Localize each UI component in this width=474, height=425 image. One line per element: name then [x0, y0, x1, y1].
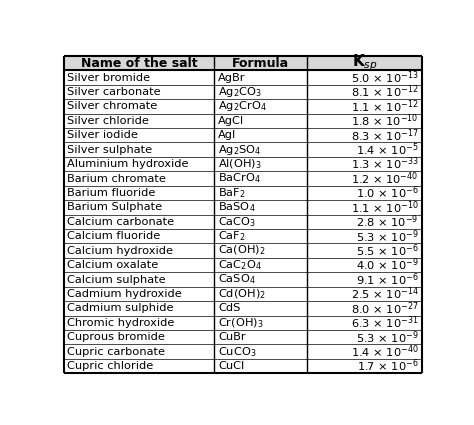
Bar	[64, 56, 422, 70]
Text: CuBr: CuBr	[218, 332, 246, 342]
Text: 8.3 $\times$ 10$^{-17}$: 8.3 $\times$ 10$^{-17}$	[351, 127, 419, 144]
Text: Calcium hydroxide: Calcium hydroxide	[67, 246, 173, 256]
Text: Name of the salt: Name of the salt	[81, 57, 197, 70]
Text: AgBr: AgBr	[218, 73, 246, 82]
Text: CuCO$_3$: CuCO$_3$	[218, 345, 256, 359]
Text: Cr(OH)$_3$: Cr(OH)$_3$	[218, 316, 264, 330]
Text: Formula: Formula	[232, 57, 290, 70]
Text: 2.5 $\times$ 10$^{-14}$: 2.5 $\times$ 10$^{-14}$	[351, 286, 419, 302]
Text: Silver iodide: Silver iodide	[67, 130, 138, 140]
Text: Barium chromate: Barium chromate	[67, 173, 166, 184]
Text: 1.4 $\times$ 10$^{-40}$: 1.4 $\times$ 10$^{-40}$	[351, 343, 419, 360]
Text: Cupric carbonate: Cupric carbonate	[67, 347, 165, 357]
Text: 5.3 $\times$ 10$^{-9}$: 5.3 $\times$ 10$^{-9}$	[356, 228, 419, 244]
Text: 8.0 $\times$ 10$^{-27}$: 8.0 $\times$ 10$^{-27}$	[351, 300, 419, 317]
Text: Ca(OH)$_2$: Ca(OH)$_2$	[218, 244, 265, 258]
Text: Silver sulphate: Silver sulphate	[67, 144, 153, 155]
Text: Cadmium sulphide: Cadmium sulphide	[67, 303, 174, 313]
Text: 4.0 $\times$ 10$^{-9}$: 4.0 $\times$ 10$^{-9}$	[356, 257, 419, 273]
Text: Chromic hydroxide: Chromic hydroxide	[67, 318, 175, 328]
Text: 8.1 $\times$ 10$^{-12}$: 8.1 $\times$ 10$^{-12}$	[351, 84, 419, 100]
Text: Silver chromate: Silver chromate	[67, 102, 157, 111]
Text: CaF$_2$: CaF$_2$	[218, 230, 246, 243]
Text: 1.1 $\times$ 10$^{-12}$: 1.1 $\times$ 10$^{-12}$	[351, 98, 419, 115]
Text: Silver bromide: Silver bromide	[67, 73, 150, 82]
Text: Silver carbonate: Silver carbonate	[67, 87, 161, 97]
Text: 9.1 $\times$ 10$^{-6}$: 9.1 $\times$ 10$^{-6}$	[356, 271, 419, 288]
Text: 5.5 $\times$ 10$^{-6}$: 5.5 $\times$ 10$^{-6}$	[356, 242, 419, 259]
Text: 6.3 $\times$ 10$^{-31}$: 6.3 $\times$ 10$^{-31}$	[351, 314, 419, 331]
Text: Calcium sulphate: Calcium sulphate	[67, 275, 166, 285]
Text: CuCl: CuCl	[218, 361, 244, 371]
Text: Cd(OH)$_2$: Cd(OH)$_2$	[218, 287, 266, 301]
Text: Cupric chloride: Cupric chloride	[67, 361, 154, 371]
Text: BaCrO$_4$: BaCrO$_4$	[218, 172, 261, 185]
Text: Ag$_2$CO$_3$: Ag$_2$CO$_3$	[218, 85, 262, 99]
Text: AgI: AgI	[218, 130, 237, 140]
Text: 2.8 $\times$ 10$^{-9}$: 2.8 $\times$ 10$^{-9}$	[356, 213, 419, 230]
Text: AgCl: AgCl	[218, 116, 244, 126]
Text: BaF$_2$: BaF$_2$	[218, 186, 246, 200]
Text: Cuprous bromide: Cuprous bromide	[67, 332, 165, 342]
Text: Barium fluoride: Barium fluoride	[67, 188, 155, 198]
Text: 1.7 $\times$ 10$^{-6}$: 1.7 $\times$ 10$^{-6}$	[357, 358, 419, 374]
Text: Barium Sulphate: Barium Sulphate	[67, 202, 163, 212]
Text: 1.0 $\times$ 10$^{-6}$: 1.0 $\times$ 10$^{-6}$	[356, 185, 419, 201]
Text: Ag$_2$CrO$_4$: Ag$_2$CrO$_4$	[218, 99, 267, 113]
Text: CdS: CdS	[218, 303, 240, 313]
Text: 1.8 $\times$ 10$^{-10}$: 1.8 $\times$ 10$^{-10}$	[351, 113, 419, 129]
Text: 1.2 $\times$ 10$^{-40}$: 1.2 $\times$ 10$^{-40}$	[351, 170, 419, 187]
Text: 5.0 $\times$ 10$^{-13}$: 5.0 $\times$ 10$^{-13}$	[351, 69, 419, 86]
Text: Ag$_2$SO$_4$: Ag$_2$SO$_4$	[218, 143, 261, 157]
Text: CaC$_2$O$_4$: CaC$_2$O$_4$	[218, 258, 262, 272]
Text: 1.4 $\times$ 10$^{-5}$: 1.4 $\times$ 10$^{-5}$	[356, 142, 419, 158]
Text: 1.3 $\times$ 10$^{-33}$: 1.3 $\times$ 10$^{-33}$	[351, 156, 419, 173]
Text: Calcium carbonate: Calcium carbonate	[67, 217, 174, 227]
Text: Calcium oxalate: Calcium oxalate	[67, 260, 159, 270]
Text: 5.3 $\times$ 10$^{-9}$: 5.3 $\times$ 10$^{-9}$	[356, 329, 419, 346]
Text: Silver chloride: Silver chloride	[67, 116, 149, 126]
Text: $\mathbf{K}_{\mathit{sp}}$: $\mathbf{K}_{\mathit{sp}}$	[352, 53, 378, 74]
Text: 1.1 $\times$ 10$^{-10}$: 1.1 $\times$ 10$^{-10}$	[351, 199, 419, 216]
Text: BaSO$_4$: BaSO$_4$	[218, 201, 255, 214]
Text: CaSO$_4$: CaSO$_4$	[218, 273, 255, 286]
Text: Al(OH)$_3$: Al(OH)$_3$	[218, 157, 262, 171]
Text: Cadmium hydroxide: Cadmium hydroxide	[67, 289, 182, 299]
Text: CaCO$_3$: CaCO$_3$	[218, 215, 256, 229]
Text: Calcium fluoride: Calcium fluoride	[67, 231, 161, 241]
Text: Aluminium hydroxide: Aluminium hydroxide	[67, 159, 189, 169]
